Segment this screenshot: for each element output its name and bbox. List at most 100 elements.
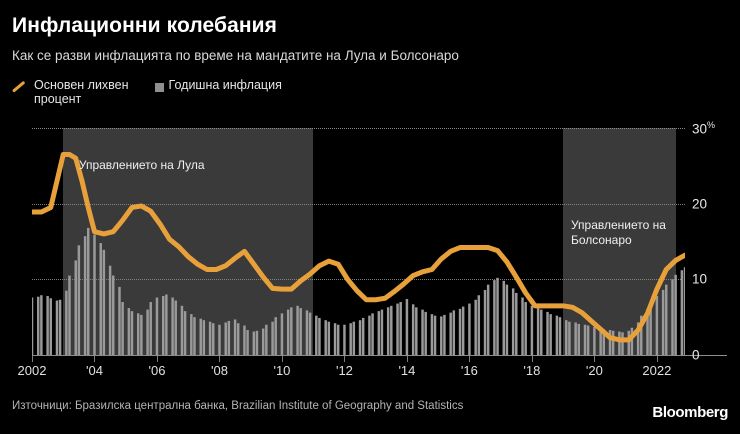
bar <box>574 322 577 355</box>
x-tick-label-2020: '20 <box>585 363 603 378</box>
y-tick-label-0: 0 <box>692 347 700 363</box>
bar <box>505 284 509 355</box>
bar <box>555 315 559 355</box>
bar <box>211 323 215 355</box>
bar <box>290 307 293 355</box>
bar <box>246 330 249 355</box>
x-tick-2004 <box>94 356 96 362</box>
bar <box>349 323 352 355</box>
y-tick-label-20: 20 <box>692 196 708 212</box>
bar <box>640 315 643 355</box>
x-tick-2014 <box>406 356 408 362</box>
bar <box>368 315 371 355</box>
bar <box>586 325 590 355</box>
source-note: Източници: Бразилска централна банка, Br… <box>12 400 464 412</box>
bar <box>118 286 121 355</box>
bar <box>74 260 77 355</box>
bar <box>396 303 399 355</box>
x-tick-2002 <box>32 356 33 362</box>
bar <box>583 324 587 355</box>
bar <box>227 320 231 355</box>
legend-label-annual-inflation: Годишна инфлация <box>168 78 282 92</box>
bar <box>102 249 106 355</box>
x-axis: 2002 '04 '06 '08 '10 '12 '14 '16 '18 '20 2022 <box>0 356 740 386</box>
bar <box>674 274 677 355</box>
bar <box>296 305 299 355</box>
x-tick-label-2002: 2002 <box>17 363 47 378</box>
bar <box>233 319 237 355</box>
bar <box>190 314 193 355</box>
bar <box>577 323 581 355</box>
x-tick-2020 <box>594 356 596 362</box>
bar <box>140 314 143 355</box>
bar <box>630 327 634 355</box>
line-marker-icon <box>12 84 27 99</box>
bar <box>155 297 159 355</box>
bar <box>515 292 518 355</box>
bar <box>665 284 668 355</box>
x-tick-label-2012: '12 <box>335 363 353 378</box>
bar <box>327 321 331 355</box>
bar <box>308 312 312 355</box>
bar <box>483 289 487 355</box>
bar <box>324 320 327 355</box>
bar <box>146 309 149 355</box>
bar <box>83 236 87 355</box>
bar <box>390 305 393 355</box>
bar <box>136 313 140 355</box>
bar <box>265 324 268 355</box>
bar <box>99 243 102 355</box>
x-tick-label-2008: '08 <box>210 363 228 378</box>
bar <box>671 279 674 355</box>
legend-item-policy-rate[interactable]: Основен лихвен процент <box>12 78 129 106</box>
page-title: Инфлационни колебания <box>12 14 278 37</box>
bar <box>611 330 615 355</box>
bar <box>224 322 227 355</box>
bar <box>386 307 390 355</box>
bar <box>443 314 446 355</box>
bar <box>458 308 462 355</box>
bar <box>149 302 152 355</box>
page-subtitle: Как се разви инфлацията по време на манд… <box>12 48 459 63</box>
bar <box>421 309 424 355</box>
bar <box>593 327 596 355</box>
bar <box>424 311 427 355</box>
bar <box>305 310 309 355</box>
bar <box>621 332 624 355</box>
band-label-bolsonaro: Управлението на Болсонаро <box>570 218 666 247</box>
bar <box>380 309 384 355</box>
bar <box>521 297 524 355</box>
bar <box>261 328 265 355</box>
square-marker-icon <box>154 83 164 92</box>
x-tick-label-2014: '14 <box>398 363 416 378</box>
bar <box>546 311 549 355</box>
x-tick-2006 <box>156 356 158 362</box>
x-tick-2022 <box>656 356 658 362</box>
legend-item-annual-inflation[interactable]: Годишна инфлация <box>154 78 282 92</box>
bar <box>646 308 649 355</box>
bar <box>40 295 43 355</box>
bar <box>502 280 506 355</box>
x-tick-2012 <box>344 356 346 362</box>
bar <box>377 311 381 355</box>
bar <box>683 267 685 355</box>
bar <box>661 289 665 355</box>
bar <box>77 245 81 355</box>
bar <box>161 295 165 355</box>
bar <box>565 320 568 355</box>
bar <box>318 317 321 355</box>
x-tick-label-2010: '10 <box>273 363 291 378</box>
bloomberg-logo: Bloomberg <box>652 404 728 421</box>
chart-legend: Основен лихвен процент Годишна инфлация <box>12 78 308 106</box>
bar <box>452 310 456 355</box>
x-tick-2008 <box>219 356 221 362</box>
bar <box>243 325 246 355</box>
bar <box>649 302 652 355</box>
bar <box>171 297 174 355</box>
bar <box>68 275 71 355</box>
bar <box>199 318 202 355</box>
bar <box>358 320 362 355</box>
gridline-10 <box>32 279 685 281</box>
bar <box>361 317 365 355</box>
bar <box>174 300 177 355</box>
